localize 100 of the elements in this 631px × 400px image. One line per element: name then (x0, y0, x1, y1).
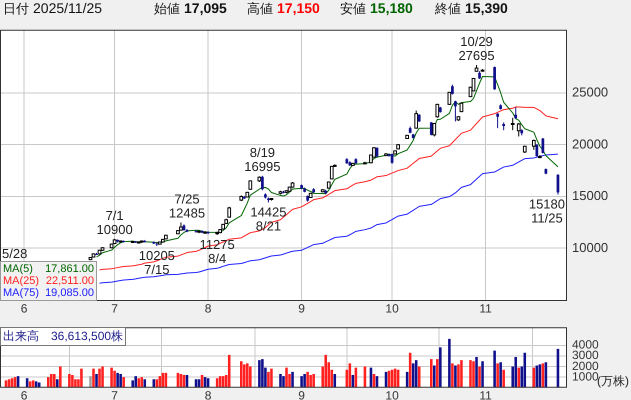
bar (137, 378, 140, 388)
y-tick-label: 25000 (572, 84, 608, 100)
bar (59, 366, 62, 388)
bar (186, 375, 188, 388)
bar (258, 360, 261, 388)
bar (333, 374, 336, 388)
candlestick (514, 106, 518, 120)
bar (16, 376, 20, 388)
x-tick-label: 10 (385, 302, 400, 316)
bar (92, 368, 95, 388)
x-tick-label: 11 (479, 388, 492, 400)
bar (216, 378, 218, 388)
bar (89, 376, 92, 388)
candlestick (390, 152, 394, 164)
bar (472, 361, 475, 388)
bar (457, 364, 460, 388)
bar (218, 376, 222, 388)
bar (460, 360, 463, 388)
candlestick (451, 84, 454, 95)
x-tick-label: 7 (111, 388, 118, 400)
bar (26, 378, 28, 388)
bar (372, 374, 376, 388)
x-tick-label: 6 (20, 388, 28, 400)
bar (414, 360, 418, 388)
bar (388, 370, 390, 388)
bar (436, 359, 439, 388)
bar (517, 368, 520, 388)
bar (270, 368, 273, 388)
bar (408, 352, 412, 388)
bar (164, 372, 168, 388)
y-tick-label: 10000 (572, 240, 608, 255)
annotation: 7/25 12485 (168, 192, 206, 221)
bar (204, 377, 206, 388)
bar (95, 374, 98, 388)
bar (243, 364, 246, 388)
y-axis-title: (万株) (597, 374, 629, 390)
annotation: 8/19 16995 (244, 144, 280, 174)
chart-title: 出来高 36,613,500株 (0, 327, 126, 346)
bar (80, 368, 83, 388)
bar (200, 375, 204, 388)
bar (532, 368, 536, 388)
x-tick-label: 7 (111, 302, 118, 316)
bar (306, 372, 309, 388)
text: 終値 15,390 (435, 0, 508, 16)
bar (430, 359, 433, 388)
bar (418, 366, 420, 388)
bar (246, 363, 249, 388)
x-tick-label: 10 (385, 388, 400, 400)
bar (240, 361, 243, 388)
bar (493, 350, 496, 388)
series-label: MA(25) 22,511.00 (3, 275, 94, 287)
bar (10, 378, 14, 388)
candlestick (454, 100, 457, 122)
bar (134, 376, 137, 388)
bar (249, 366, 252, 388)
bar (291, 372, 294, 388)
bar (496, 363, 499, 388)
bar (481, 361, 484, 388)
bar (499, 362, 502, 388)
bar (68, 374, 71, 388)
annotation: 7/1 10900 (96, 208, 133, 237)
bar (176, 372, 180, 388)
bar (228, 354, 230, 388)
candlestick (535, 144, 538, 158)
bar (451, 363, 454, 388)
bar (261, 359, 264, 388)
bar (222, 376, 224, 388)
candlestick (493, 66, 496, 90)
bar (394, 368, 396, 388)
bar (285, 368, 288, 388)
text: 安値 15,180 (340, 0, 413, 16)
bar (454, 365, 457, 388)
bar (523, 352, 526, 388)
bar (324, 354, 328, 388)
bar (122, 377, 125, 388)
bar (544, 362, 548, 388)
bar (448, 338, 451, 388)
bar (502, 370, 505, 388)
bar (478, 366, 481, 388)
bar (53, 374, 56, 388)
bar (182, 375, 186, 388)
text: 日付 2025/11/25 (3, 0, 102, 16)
bar (180, 374, 182, 388)
bar (140, 377, 144, 388)
annotation: 10205 7/15 (138, 248, 175, 278)
bar (542, 363, 544, 388)
candlestick (430, 121, 433, 136)
x-tick-label: 9 (298, 388, 306, 400)
bar (300, 376, 303, 388)
bar (390, 370, 394, 388)
annotation: 10/29 27695 (458, 34, 495, 64)
x-tick-label: 11 (479, 302, 492, 316)
bar (309, 375, 312, 388)
bar (312, 374, 315, 388)
bar (370, 368, 372, 388)
bar (376, 376, 378, 388)
candlestick (376, 146, 378, 158)
series-label: MA(5) 17,861.00 (3, 263, 94, 275)
bar (439, 347, 442, 388)
bar (364, 366, 366, 388)
